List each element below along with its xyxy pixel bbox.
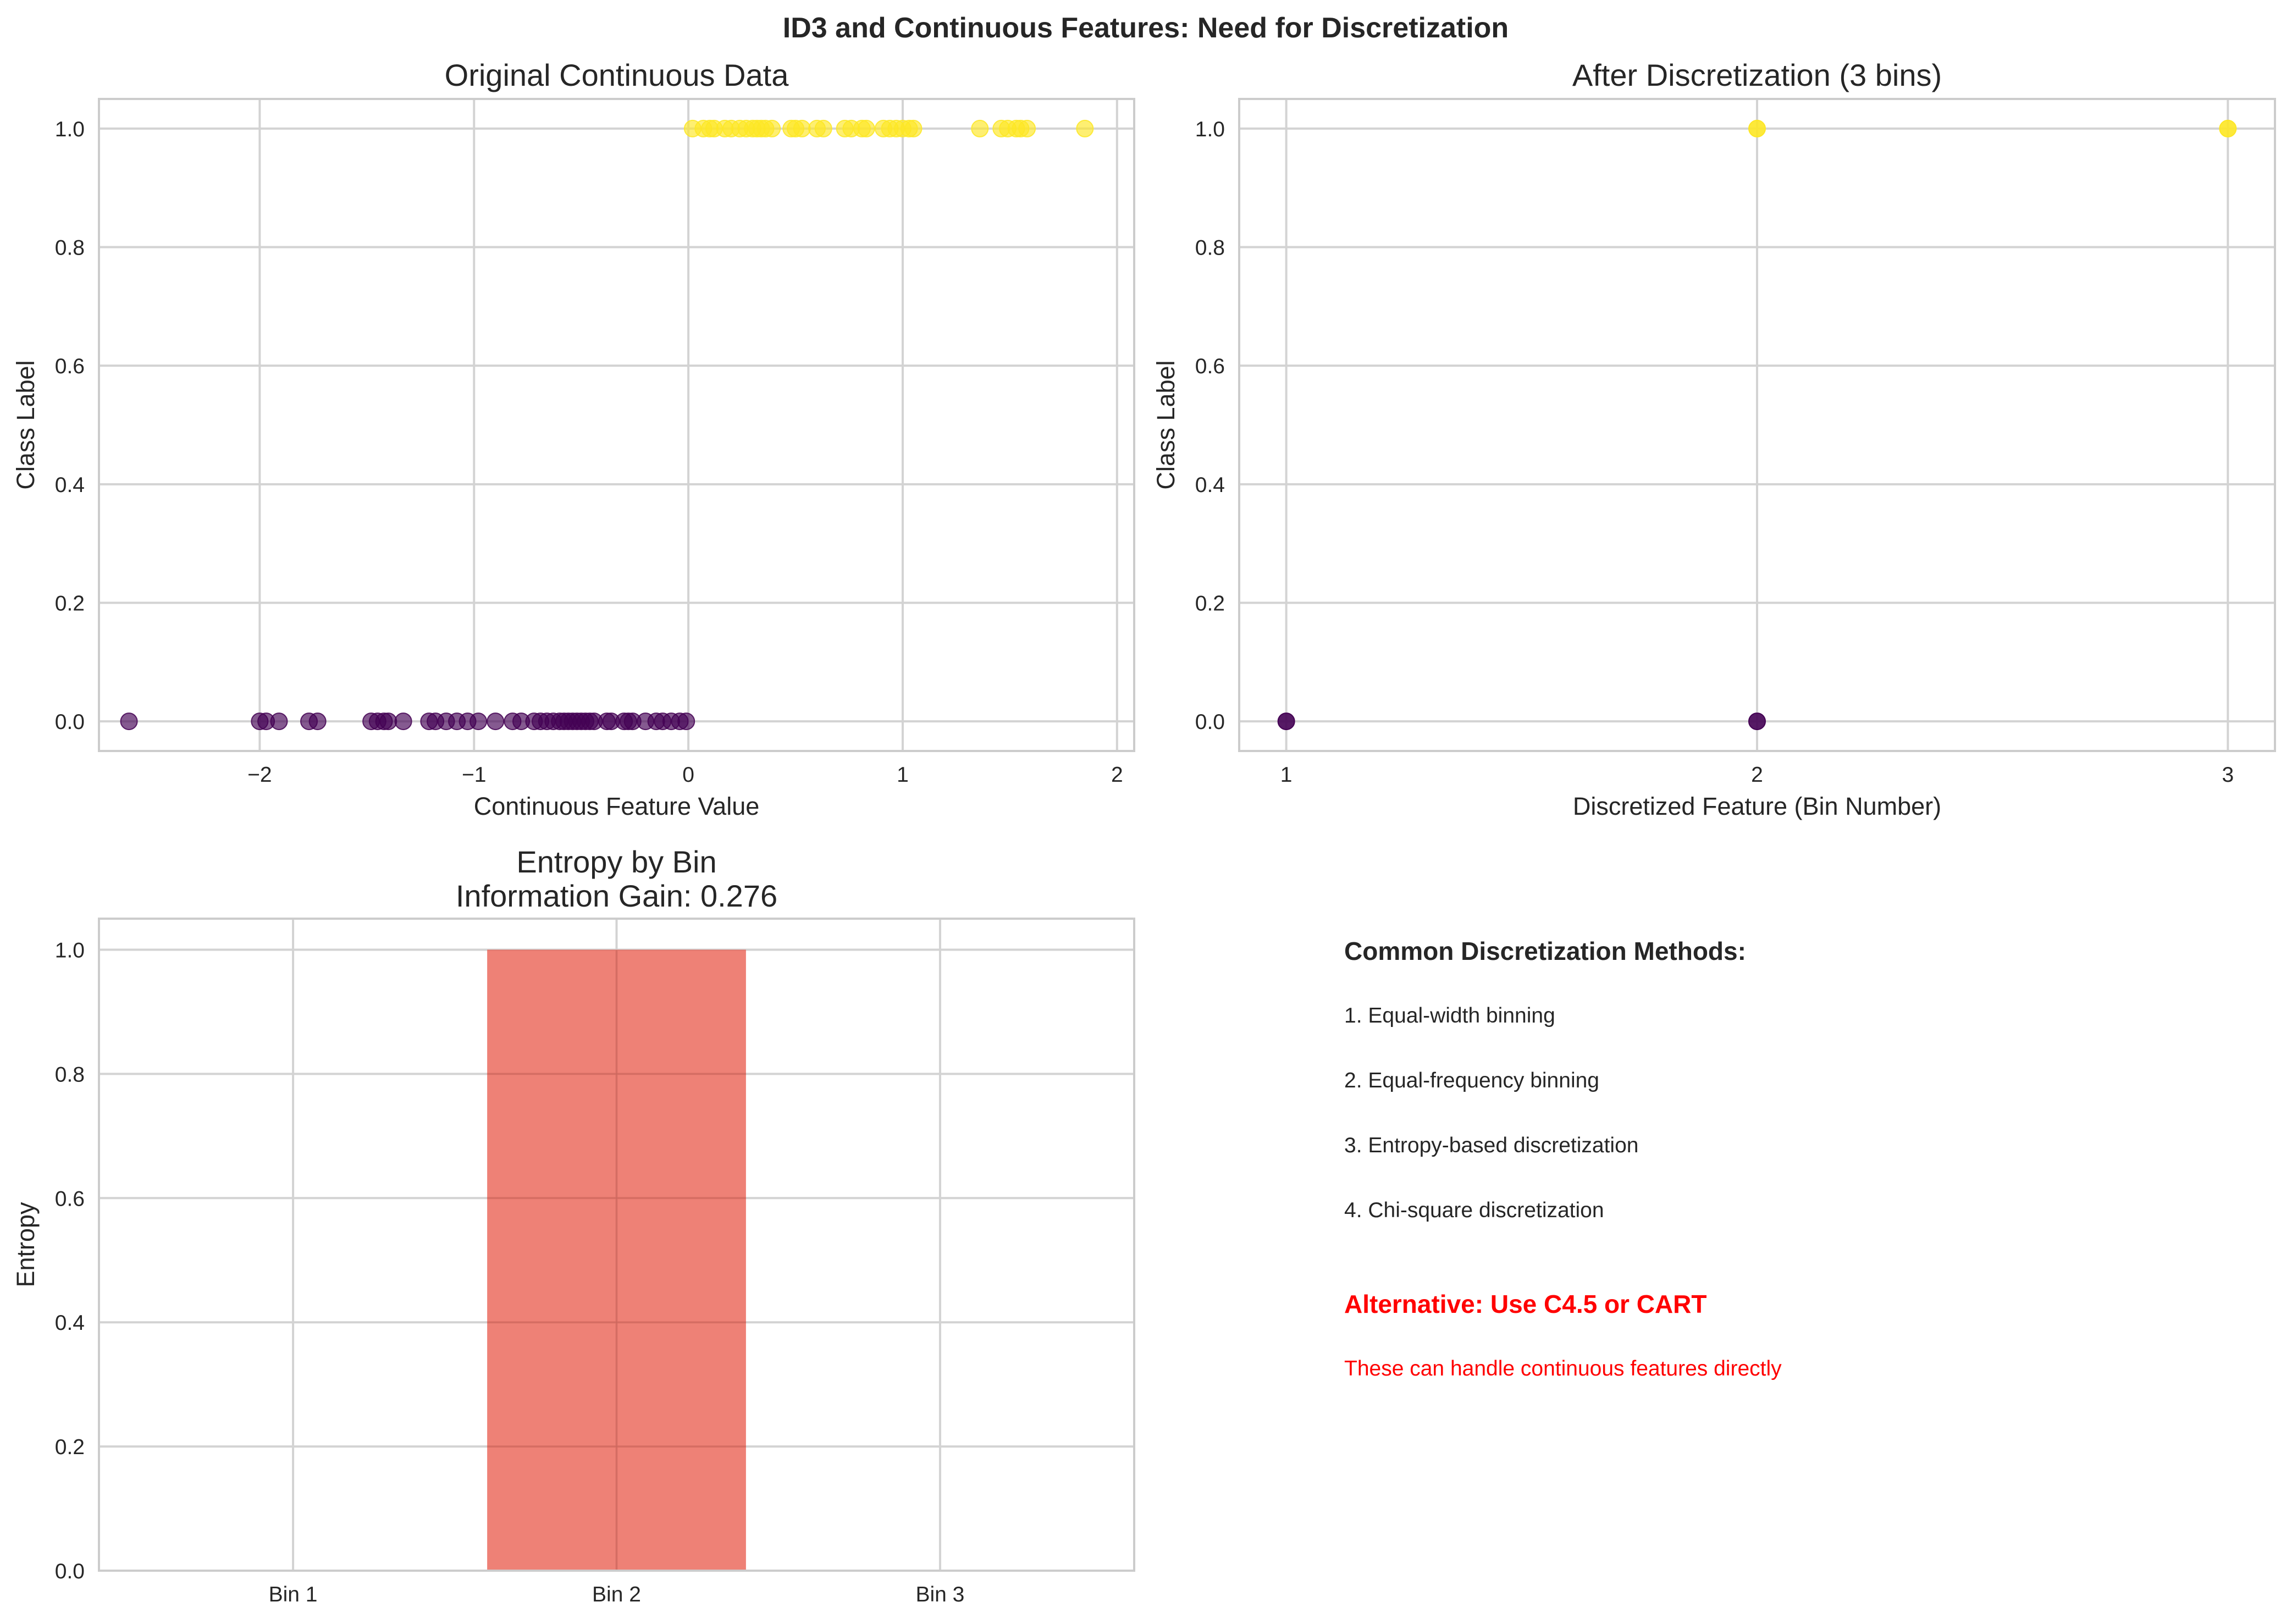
scatter-point bbox=[904, 119, 923, 137]
y-tick-label: 1.0 bbox=[55, 118, 85, 141]
x-tick-label: Bin 3 bbox=[915, 1583, 964, 1606]
axes-frame bbox=[98, 98, 1135, 752]
axes-frame bbox=[98, 918, 1135, 1572]
y-tick-label: 0.4 bbox=[1195, 473, 1225, 497]
scatter-point bbox=[487, 712, 505, 731]
scatter-point bbox=[971, 119, 989, 137]
y-tick-label: 1.0 bbox=[55, 938, 85, 962]
y-tick-label: 1.0 bbox=[1195, 118, 1225, 141]
scatter-point bbox=[677, 712, 695, 731]
scatter-point bbox=[394, 712, 412, 731]
scatter-point bbox=[793, 119, 811, 137]
scatter-point bbox=[814, 119, 832, 137]
method-item-3: 3. Entropy-based discretization bbox=[1344, 1134, 1639, 1157]
scatter-point bbox=[1277, 712, 1295, 731]
y-axis-label: Class Label bbox=[1152, 360, 1180, 489]
scatter-point bbox=[1748, 712, 1766, 731]
y-tick-label: 0.2 bbox=[55, 1435, 85, 1459]
y-tick-label: 0.8 bbox=[1195, 236, 1225, 260]
scatter-point bbox=[2219, 119, 2237, 137]
x-tick-label: 3 bbox=[2222, 763, 2234, 787]
scatter-point bbox=[1748, 119, 1766, 137]
y-tick-label: 0.8 bbox=[55, 1063, 85, 1086]
alternative-heading: Alternative: Use C4.5 or CART bbox=[1344, 1290, 1707, 1318]
scatter-point bbox=[120, 712, 138, 731]
x-tick-label: 1 bbox=[897, 763, 909, 787]
y-tick-label: 0.6 bbox=[55, 355, 85, 378]
subplot-title: Original Continuous Data bbox=[445, 58, 789, 92]
scatter-discretized-plot: 1 2 3 Discretized Feature (Bin Number) 0.0 0.… bbox=[1152, 58, 2276, 820]
axes-frame bbox=[1238, 98, 2276, 752]
scatter-point bbox=[1076, 119, 1094, 137]
scatter-point bbox=[470, 712, 488, 731]
y-tick-label: 0.0 bbox=[55, 710, 85, 734]
x-tick-label: −2 bbox=[247, 763, 272, 787]
x-tick-label: Bin 2 bbox=[592, 1583, 641, 1606]
x-axis-label: Discretized Feature (Bin Number) bbox=[1573, 792, 1941, 820]
scatter-point bbox=[308, 712, 327, 731]
methods-heading: Common Discretization Methods: bbox=[1344, 937, 1746, 965]
entropy-bar-plot: Bin 1 Bin 2 Bin 3 0.0 0.2 0.4 0.6 0.8 1.0 Entropy… bbox=[12, 844, 1135, 1606]
subplot-subtitle: Information Gain: 0.276 bbox=[456, 879, 777, 913]
scatter-point bbox=[857, 119, 875, 137]
x-tick-label: 2 bbox=[1111, 763, 1123, 787]
subplot-title: After Discretization (3 bins) bbox=[1572, 58, 1942, 92]
x-tick-label: 1 bbox=[1280, 763, 1293, 787]
figure-title: ID3 and Continuous Features: Need for Di… bbox=[783, 12, 1509, 44]
y-tick-label: 0.0 bbox=[55, 1560, 85, 1583]
y-tick-label: 0.4 bbox=[55, 1311, 85, 1335]
bar bbox=[487, 949, 746, 1571]
scatter-point bbox=[763, 119, 781, 137]
method-item-2: 2. Equal-frequency binning bbox=[1344, 1069, 1599, 1092]
x-tick-label: Bin 1 bbox=[269, 1583, 318, 1606]
y-tick-label: 0.4 bbox=[55, 473, 85, 497]
scatter-point bbox=[270, 712, 288, 731]
subplot-title: Entropy by Bin bbox=[516, 844, 716, 879]
y-tick-label: 0.2 bbox=[55, 592, 85, 615]
y-tick-label: 0.8 bbox=[55, 236, 85, 260]
scatter-point bbox=[1018, 119, 1036, 137]
y-tick-label: 0.2 bbox=[1195, 592, 1225, 615]
method-item-4: 4. Chi-square discretization bbox=[1344, 1198, 1604, 1222]
x-tick-label: 2 bbox=[1751, 763, 1763, 787]
scatter-original-plot: −2 −1 0 1 2 Continuous Feature Value 0.0 0.2 0.4… bbox=[12, 58, 1135, 820]
y-tick-label: 0.6 bbox=[1195, 355, 1225, 378]
x-tick-label: −1 bbox=[462, 763, 486, 787]
methods-text-panel: Common Discretization Methods: 1. Equal-… bbox=[1344, 935, 2224, 1385]
y-tick-label: 0.0 bbox=[1195, 710, 1225, 734]
y-axis-label: Class Label bbox=[12, 360, 40, 489]
plot-area bbox=[99, 99, 1134, 751]
y-tick-label: 0.6 bbox=[55, 1187, 85, 1211]
alternative-note: These can handle continuous features dir… bbox=[1344, 1357, 1782, 1380]
x-tick-label: 0 bbox=[682, 763, 694, 787]
x-axis-label: Continuous Feature Value bbox=[474, 792, 760, 820]
method-item-1: 1. Equal-width binning bbox=[1344, 1004, 1555, 1028]
y-axis-label: Entropy bbox=[12, 1202, 40, 1288]
scatter-point bbox=[379, 712, 397, 731]
